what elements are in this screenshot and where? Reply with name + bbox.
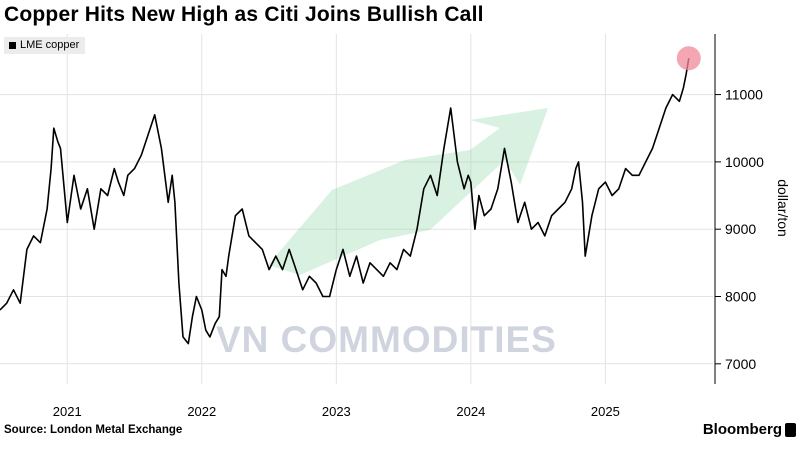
y-tick-label: 7000: [725, 356, 756, 372]
y-tick-label: 8000: [725, 289, 756, 305]
legend: LME copper: [4, 37, 86, 54]
brand-logo: Bloomberg: [702, 421, 782, 438]
x-tick-label: 2025: [591, 404, 620, 419]
legend-swatch: [9, 41, 16, 49]
series-line: [0, 58, 690, 345]
highlight-point: [676, 46, 701, 71]
gridlines: [0, 34, 713, 384]
x-tick-label: 2021: [53, 404, 82, 419]
bloomberg-icon: [785, 423, 796, 437]
highlight-group: [676, 46, 701, 71]
watermark-graphic: [268, 108, 548, 275]
x-tick-label: 2022: [187, 404, 216, 419]
chart-title: Copper Hits New High as Citi Joins Bulli…: [4, 3, 484, 26]
watermark-text: VN COMMODITIES: [216, 319, 557, 360]
y-tick-labels: 7000 8000 9000 10000 11000: [715, 87, 764, 372]
y-axis-label: dollar/ton: [775, 179, 791, 237]
watermark-arrow-icon: [268, 108, 548, 275]
legend-label: LME copper: [20, 39, 80, 51]
x-tick-label: 2024: [456, 404, 485, 419]
x-tick-labels: 2021 2022 2023 2024 2025: [53, 404, 620, 419]
y-tick-label: 9000: [725, 221, 756, 237]
y-tick-label: 11000: [725, 87, 763, 103]
series-group: [0, 58, 690, 345]
x-tick-label: 2023: [322, 404, 351, 419]
source-note: Source: London Metal Exchange: [4, 424, 183, 436]
y-tick-label: 10000: [725, 154, 764, 170]
